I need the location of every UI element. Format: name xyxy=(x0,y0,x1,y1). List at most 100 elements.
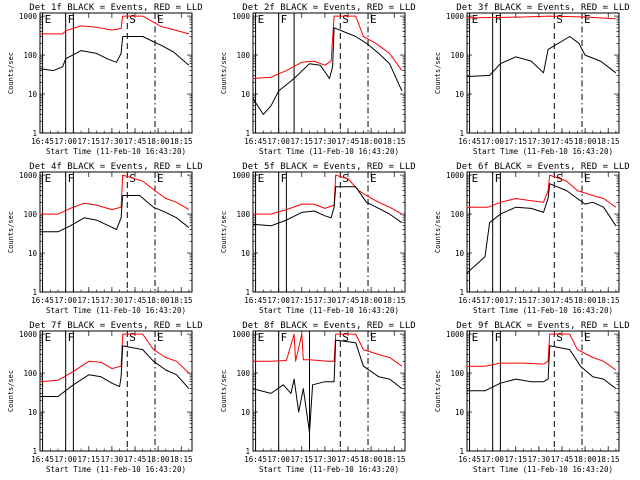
plot-frame xyxy=(39,330,193,452)
x-tick-label: 17:45 xyxy=(124,296,147,305)
y-tick-label: 100 xyxy=(23,51,37,60)
x-tick-label: 17:00 xyxy=(267,455,290,464)
x-tick-label: 17:00 xyxy=(481,296,504,305)
event-marker-label: E xyxy=(157,13,164,26)
y-axis-label: Counts/sec xyxy=(220,52,228,94)
y-tick-label: 100 xyxy=(450,369,464,378)
y-tick-label: 10 xyxy=(28,408,38,417)
events-series-line xyxy=(466,345,617,392)
panel-title: Det 7f BLACK = Events, RED = LLD xyxy=(29,321,202,331)
x-tick-label: 16:45 xyxy=(31,296,54,305)
event-marker-label: S xyxy=(556,13,563,26)
x-tick-label: 17:00 xyxy=(481,137,504,146)
y-tick-label: 1 xyxy=(459,447,464,456)
y-tick-label: 100 xyxy=(23,369,37,378)
event-marker-label: S xyxy=(342,13,349,26)
y-tick-label: 10 xyxy=(28,249,38,258)
event-marker-label: E xyxy=(157,172,164,185)
x-tick-label: 18:00 xyxy=(360,296,383,305)
event-marker-label: E xyxy=(258,172,265,185)
y-tick-label: 1000 xyxy=(19,171,38,180)
y-tick-label: 100 xyxy=(450,210,464,219)
x-tick-label: 17:00 xyxy=(54,296,77,305)
x-tick-label: 17:30 xyxy=(314,137,337,146)
event-marker-label: F xyxy=(68,172,75,185)
y-tick-label: 1 xyxy=(245,288,250,297)
event-marker-label: F xyxy=(281,331,288,344)
event-marker-label: E xyxy=(370,172,377,185)
lld-series-line xyxy=(39,15,190,35)
x-tick-label: 17:45 xyxy=(551,455,574,464)
x-tick-label: 18:15 xyxy=(170,296,193,305)
event-marker-label: E xyxy=(584,331,591,344)
panel-title: Det 1f BLACK = Events, RED = LLD xyxy=(29,3,202,13)
plot-frame xyxy=(252,330,406,452)
event-marker-label: E xyxy=(157,331,164,344)
y-tick-label: 1000 xyxy=(232,330,251,339)
x-tick-label: 17:15 xyxy=(290,137,313,146)
y-tick-label: 10 xyxy=(455,90,465,99)
y-tick-label: 1000 xyxy=(19,12,38,21)
y-axis-label: Counts/sec xyxy=(220,370,228,412)
x-tick-label: 16:45 xyxy=(244,296,267,305)
event-marker-label: E xyxy=(370,331,377,344)
y-axis-label: Counts/sec xyxy=(434,370,442,412)
y-axis-label: Counts/sec xyxy=(7,52,15,94)
event-marker-label: E xyxy=(45,331,52,344)
lld-series-line xyxy=(39,174,190,215)
x-tick-label: 18:00 xyxy=(360,137,383,146)
x-tick-label: 17:15 xyxy=(290,296,313,305)
y-tick-label: 10 xyxy=(28,90,38,99)
events-series-line xyxy=(466,183,617,274)
y-tick-label: 1 xyxy=(245,447,250,456)
y-axis-label: Counts/sec xyxy=(7,370,15,412)
x-tick-label: 18:00 xyxy=(574,296,597,305)
event-marker-label: E xyxy=(45,13,52,26)
event-marker-label: F xyxy=(281,13,288,26)
panel-title: Det 5f BLACK = Events, RED = LLD xyxy=(242,162,415,172)
x-tick-label: 17:15 xyxy=(504,296,527,305)
x-tick-label: 18:00 xyxy=(360,455,383,464)
event-marker-label: E xyxy=(45,172,52,185)
y-tick-label: 100 xyxy=(236,51,250,60)
event-marker-label: E xyxy=(584,172,591,185)
events-series-line xyxy=(252,339,403,433)
x-axis-label: Start Time (11-Feb-10 16:43:20) xyxy=(259,465,399,474)
x-tick-label: 18:15 xyxy=(170,455,193,464)
x-tick-label: 16:45 xyxy=(244,137,267,146)
event-marker-label: E xyxy=(472,13,479,26)
x-tick-label: 16:45 xyxy=(458,137,481,146)
plot-frame xyxy=(252,12,406,134)
x-axis-label: Start Time (11-Feb-10 16:43:20) xyxy=(259,147,399,156)
event-marker-label: S xyxy=(129,13,136,26)
y-axis-label: Counts/sec xyxy=(434,52,442,94)
events-series-line xyxy=(39,345,190,397)
x-tick-label: 17:45 xyxy=(551,137,574,146)
panel-title: Det 4f BLACK = Events, RED = LLD xyxy=(29,162,202,172)
plot-frame xyxy=(39,12,193,134)
x-tick-label: 18:00 xyxy=(147,137,170,146)
lld-series-line xyxy=(466,174,617,208)
y-tick-label: 1000 xyxy=(446,12,465,21)
x-axis-label: Start Time (11-Feb-10 16:43:20) xyxy=(473,147,613,156)
x-tick-label: 17:15 xyxy=(504,137,527,146)
y-tick-label: 100 xyxy=(23,210,37,219)
event-marker-label: F xyxy=(68,13,75,26)
x-tick-label: 17:45 xyxy=(124,137,147,146)
x-tick-label: 18:15 xyxy=(597,296,620,305)
panel-title: Det 2f BLACK = Events, RED = LLD xyxy=(242,3,415,13)
x-tick-label: 17:30 xyxy=(101,137,124,146)
x-axis-label: Start Time (11-Feb-10 16:43:20) xyxy=(259,306,399,315)
x-tick-label: 17:00 xyxy=(267,137,290,146)
y-tick-label: 100 xyxy=(236,210,250,219)
plot-frame xyxy=(252,171,406,293)
lld-series-line xyxy=(466,333,617,371)
x-tick-label: 17:15 xyxy=(504,455,527,464)
event-marker-label: E xyxy=(258,331,265,344)
y-tick-label: 10 xyxy=(241,408,251,417)
x-tick-label: 18:15 xyxy=(170,137,193,146)
events-series-line xyxy=(252,186,403,227)
y-tick-label: 1000 xyxy=(446,171,465,180)
x-tick-label: 17:15 xyxy=(77,296,100,305)
x-tick-label: 17:00 xyxy=(481,455,504,464)
